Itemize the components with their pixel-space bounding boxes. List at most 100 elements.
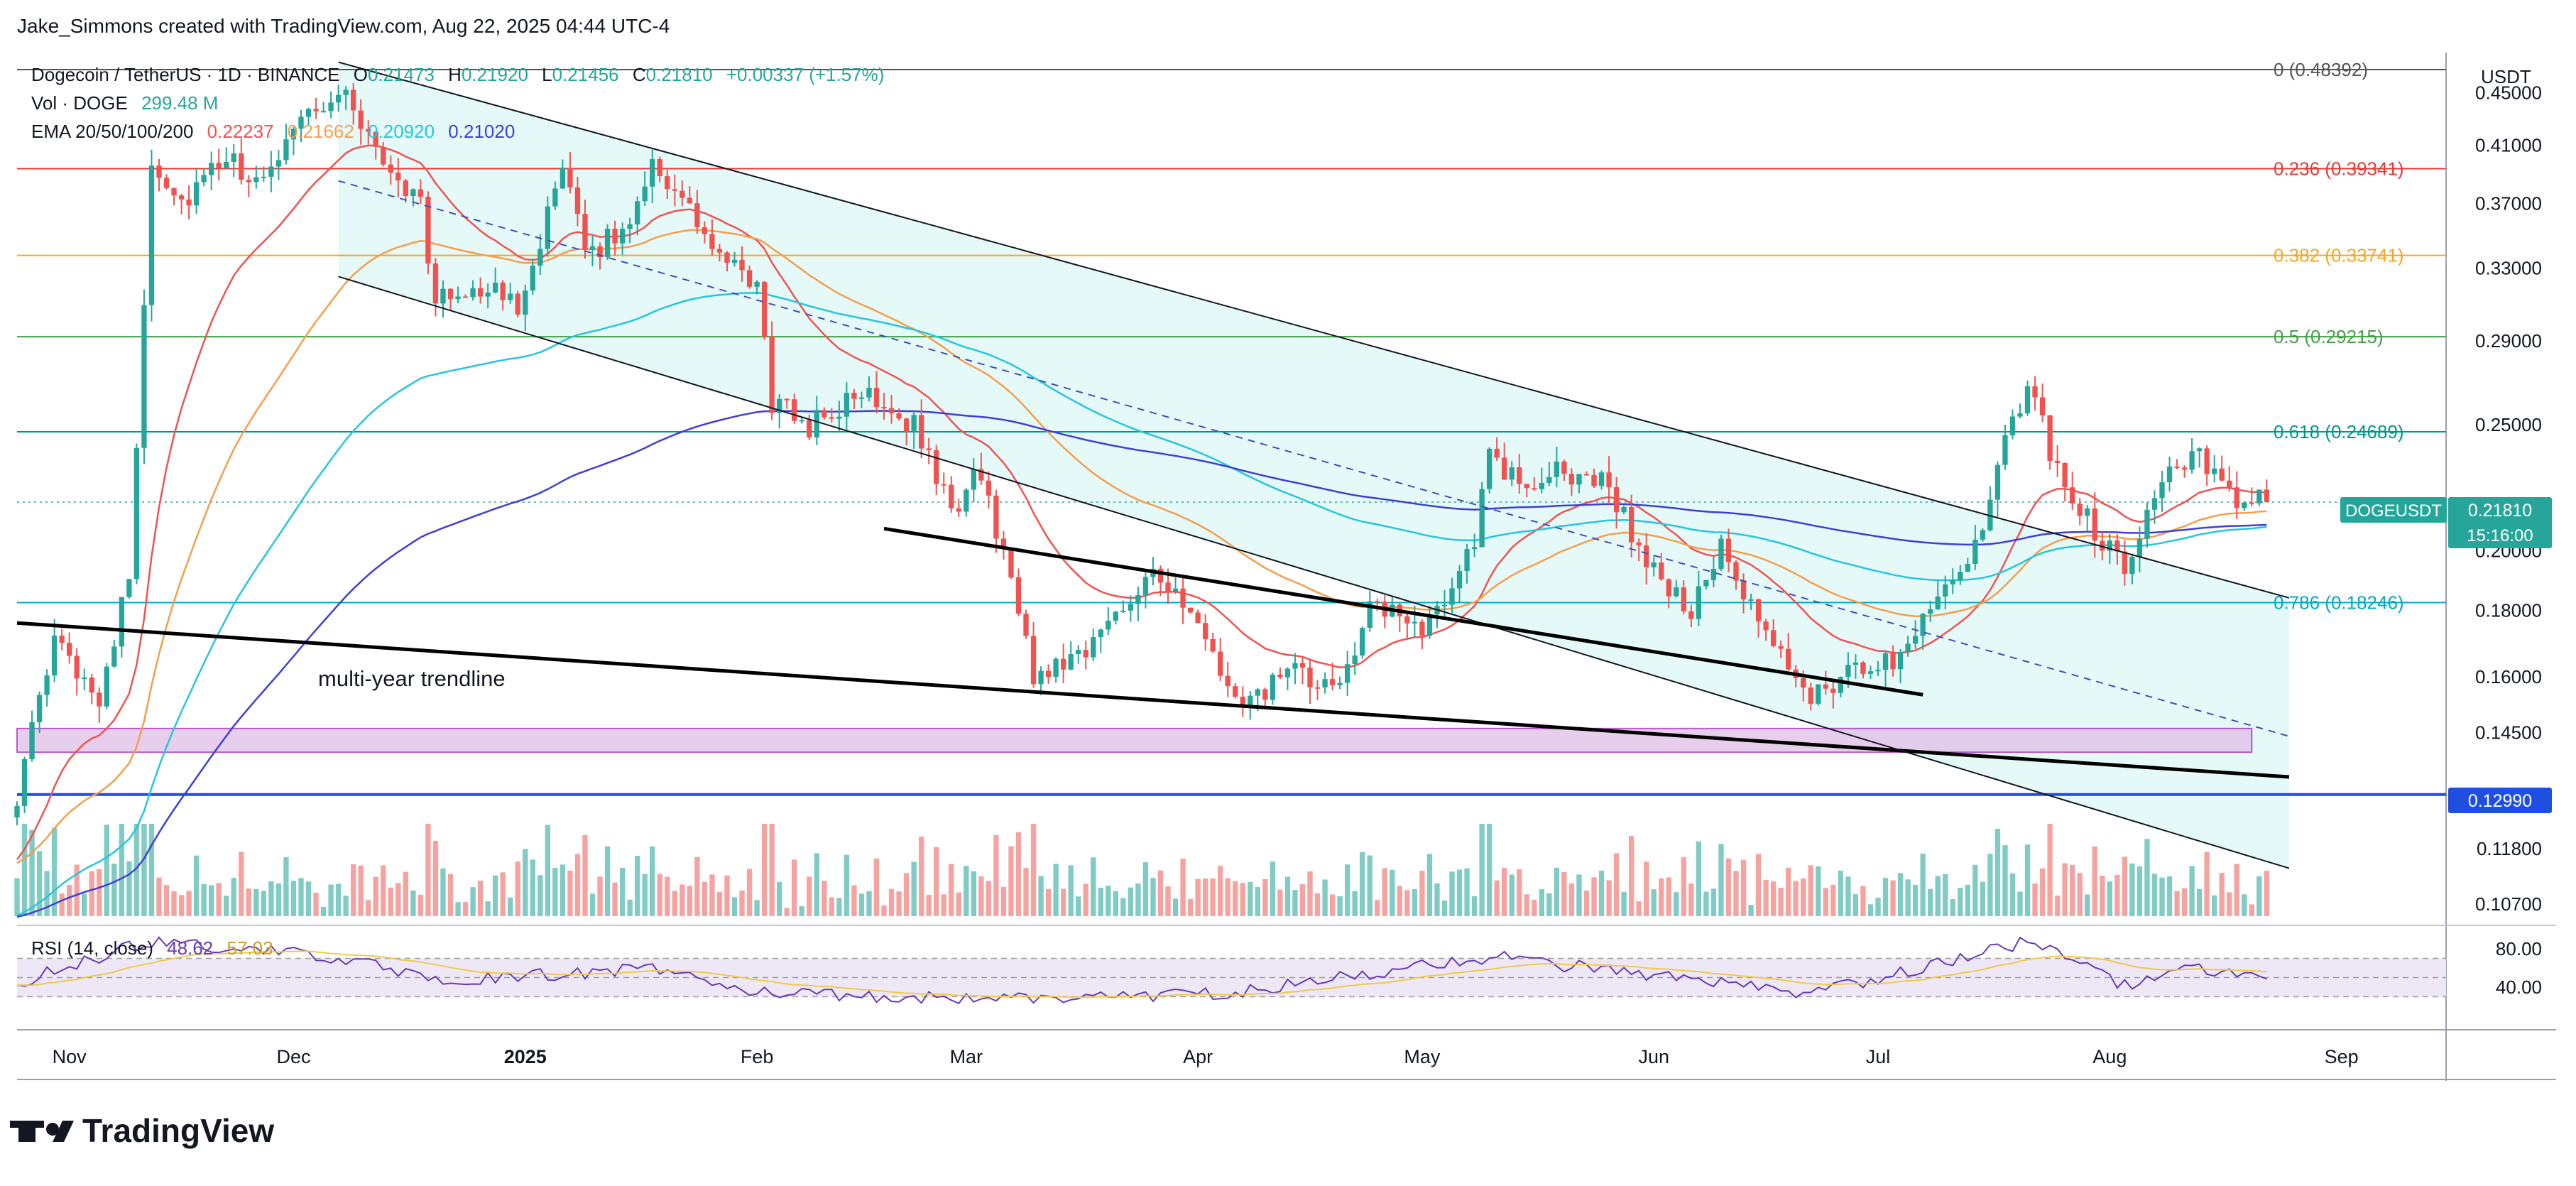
volume-bar bbox=[298, 878, 304, 916]
volume-bar bbox=[807, 876, 812, 916]
volume-bar bbox=[1113, 891, 1119, 916]
volume-bar bbox=[1419, 871, 1425, 916]
ohlc-close-value: 0.21810 bbox=[646, 64, 713, 85]
candle-body bbox=[1098, 629, 1103, 638]
candle-body bbox=[1524, 484, 1529, 489]
candle-body bbox=[1958, 572, 1963, 581]
volume-bar bbox=[1882, 878, 1889, 916]
tv-logo-text: TradingView bbox=[82, 1112, 274, 1149]
candle-body bbox=[1076, 650, 1081, 655]
candle-body bbox=[665, 176, 670, 190]
volume-bar bbox=[2144, 839, 2150, 916]
candle-body bbox=[1128, 604, 1134, 611]
candle-body bbox=[2227, 480, 2232, 488]
candle-body bbox=[2054, 460, 2061, 463]
candle-body bbox=[1980, 530, 1986, 540]
candle-body bbox=[1255, 689, 1261, 696]
time-tick-label-5: Apr bbox=[1183, 1046, 1213, 1067]
volume-bar bbox=[231, 878, 236, 916]
candle-body bbox=[1471, 547, 1478, 550]
time-tick-label-2: 2025 bbox=[504, 1046, 547, 1067]
candle-body bbox=[66, 643, 72, 656]
volume-bar bbox=[432, 841, 439, 916]
volume-bar bbox=[1299, 884, 1306, 916]
candle-body bbox=[1740, 580, 1747, 599]
time-tick-label-6: May bbox=[1404, 1046, 1441, 1067]
volume-bar bbox=[844, 854, 850, 916]
candle-body bbox=[567, 168, 573, 187]
volume-bar bbox=[1150, 878, 1156, 916]
volume-bar bbox=[1292, 890, 1298, 916]
volume-bar bbox=[1165, 886, 1171, 916]
candle-body bbox=[1576, 474, 1582, 485]
volume-bar bbox=[1068, 865, 1074, 916]
price-axis[interactable]: USDT 0.45000 0.41000 0.37000 0.33000 0.29000… bbox=[2475, 66, 2542, 915]
candle-body bbox=[1367, 601, 1372, 629]
volume-bar bbox=[193, 855, 200, 916]
volume-bar bbox=[1733, 871, 1739, 916]
volume-bar bbox=[1449, 871, 1455, 916]
candle-body bbox=[2219, 468, 2225, 481]
candle-body bbox=[709, 234, 715, 249]
volume-bar bbox=[290, 881, 297, 916]
volume-bar bbox=[1128, 887, 1134, 916]
volume-bar bbox=[911, 861, 917, 916]
ohlc-high-label: H bbox=[448, 64, 462, 85]
volume-bar bbox=[680, 884, 685, 916]
candle-body bbox=[1329, 679, 1336, 685]
candle-body bbox=[2174, 466, 2180, 468]
candle-body bbox=[1225, 675, 1230, 687]
volume-bar bbox=[305, 881, 312, 916]
volume-bar bbox=[2107, 881, 2113, 916]
candle-body bbox=[716, 249, 723, 253]
volume-bar bbox=[761, 824, 768, 916]
candle-body bbox=[814, 410, 819, 438]
candle-body bbox=[1950, 580, 1955, 584]
volume-bar bbox=[1816, 866, 1821, 916]
volume-bar bbox=[1524, 894, 1529, 916]
candle-body bbox=[305, 109, 312, 117]
candle-body bbox=[246, 180, 251, 183]
volume-bar bbox=[1852, 894, 1859, 916]
candle-body bbox=[2122, 551, 2128, 575]
candle-body bbox=[1786, 648, 1791, 670]
volume-bar bbox=[1255, 887, 1261, 916]
pane-frames bbox=[17, 53, 2556, 1081]
candle-body bbox=[1030, 636, 1037, 685]
volume-bar bbox=[2204, 852, 2210, 916]
volume-bar bbox=[261, 891, 267, 916]
candle-body bbox=[1935, 596, 1941, 609]
ema50-value: 0.21662 bbox=[288, 121, 354, 142]
candle-body bbox=[971, 469, 977, 490]
candle-body bbox=[492, 282, 498, 293]
candle-body bbox=[1778, 646, 1784, 649]
candle-body bbox=[1344, 664, 1350, 683]
candle-body bbox=[2166, 466, 2173, 483]
candle-body bbox=[1606, 472, 1612, 487]
volume-bar bbox=[1404, 890, 1410, 916]
volume-bar bbox=[1008, 846, 1014, 916]
candle-body bbox=[1404, 616, 1410, 624]
candle-body bbox=[403, 180, 409, 197]
volume-bar bbox=[1943, 874, 1948, 916]
candle-body bbox=[1628, 506, 1634, 543]
time-axis[interactable]: Nov Dec 2025 Feb Mar Apr May Jun Jul Aug Sep bbox=[53, 1046, 2359, 1067]
fib-label-3: 0.5 (0.29215) bbox=[2274, 326, 2384, 347]
volume-bar bbox=[1098, 888, 1103, 916]
volume-bar bbox=[1532, 899, 1537, 916]
candle-body bbox=[1696, 586, 1702, 619]
rsi-tick-label-1: 40.00 bbox=[2496, 976, 2542, 998]
volume-bar bbox=[1740, 859, 1747, 916]
candle-body bbox=[1068, 654, 1074, 670]
volume-bar bbox=[523, 849, 528, 916]
volume-bar bbox=[1412, 889, 1418, 916]
volume-bar bbox=[1307, 871, 1313, 916]
candle-body bbox=[680, 190, 685, 198]
volume-bar bbox=[268, 881, 274, 916]
volume-bar bbox=[1135, 883, 1141, 916]
ohlc-high-value: 0.21920 bbox=[462, 64, 528, 85]
candle-body bbox=[1464, 549, 1470, 572]
candle-body bbox=[1644, 545, 1649, 567]
candle-body bbox=[1218, 651, 1223, 676]
